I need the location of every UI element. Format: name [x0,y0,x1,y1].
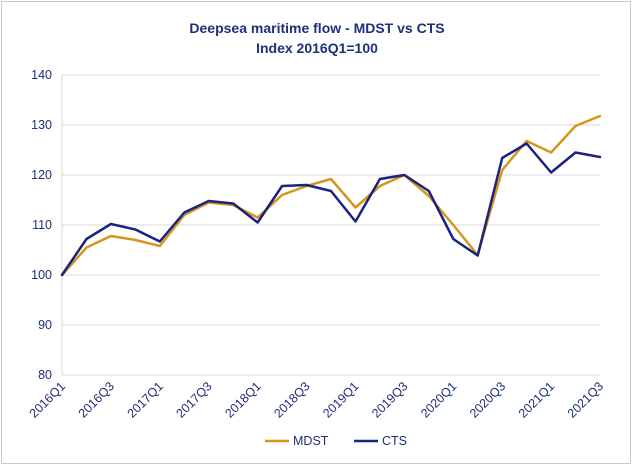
x-tick-label: 2021Q3 [565,379,606,420]
legend-label-cts: CTS [382,434,407,448]
x-tick-label: 2018Q1 [222,379,263,420]
chart-title: Deepsea maritime flow - MDST vs CTS [189,20,445,36]
series-line-mdst [60,114,602,277]
x-tick-label: 2019Q1 [320,379,361,420]
x-tick-label: 2016Q1 [27,379,68,420]
x-tick-label: 2021Q1 [516,379,557,420]
x-tick-label: 2020Q1 [418,379,459,420]
y-tick-label: 110 [32,218,52,232]
x-tick-label: 2016Q3 [76,379,117,420]
series-line-cts [60,142,602,277]
x-tick-label: 2020Q3 [467,379,508,420]
legend-label-mdst: MDST [293,434,329,448]
y-tick-label: 120 [31,168,52,182]
y-tick-label: 90 [38,318,52,332]
y-tick-label: 140 [31,68,52,82]
chart-subtitle: Index 2016Q1=100 [256,40,378,56]
x-tick-label: 2017Q1 [125,379,166,420]
x-tick-label: 2018Q3 [271,379,312,420]
x-tick-label: 2019Q3 [369,379,410,420]
y-tick-label: 80 [38,368,52,382]
y-tick-label: 130 [31,118,52,132]
y-tick-label: 100 [31,268,52,282]
x-tick-label: 2017Q3 [173,379,214,420]
